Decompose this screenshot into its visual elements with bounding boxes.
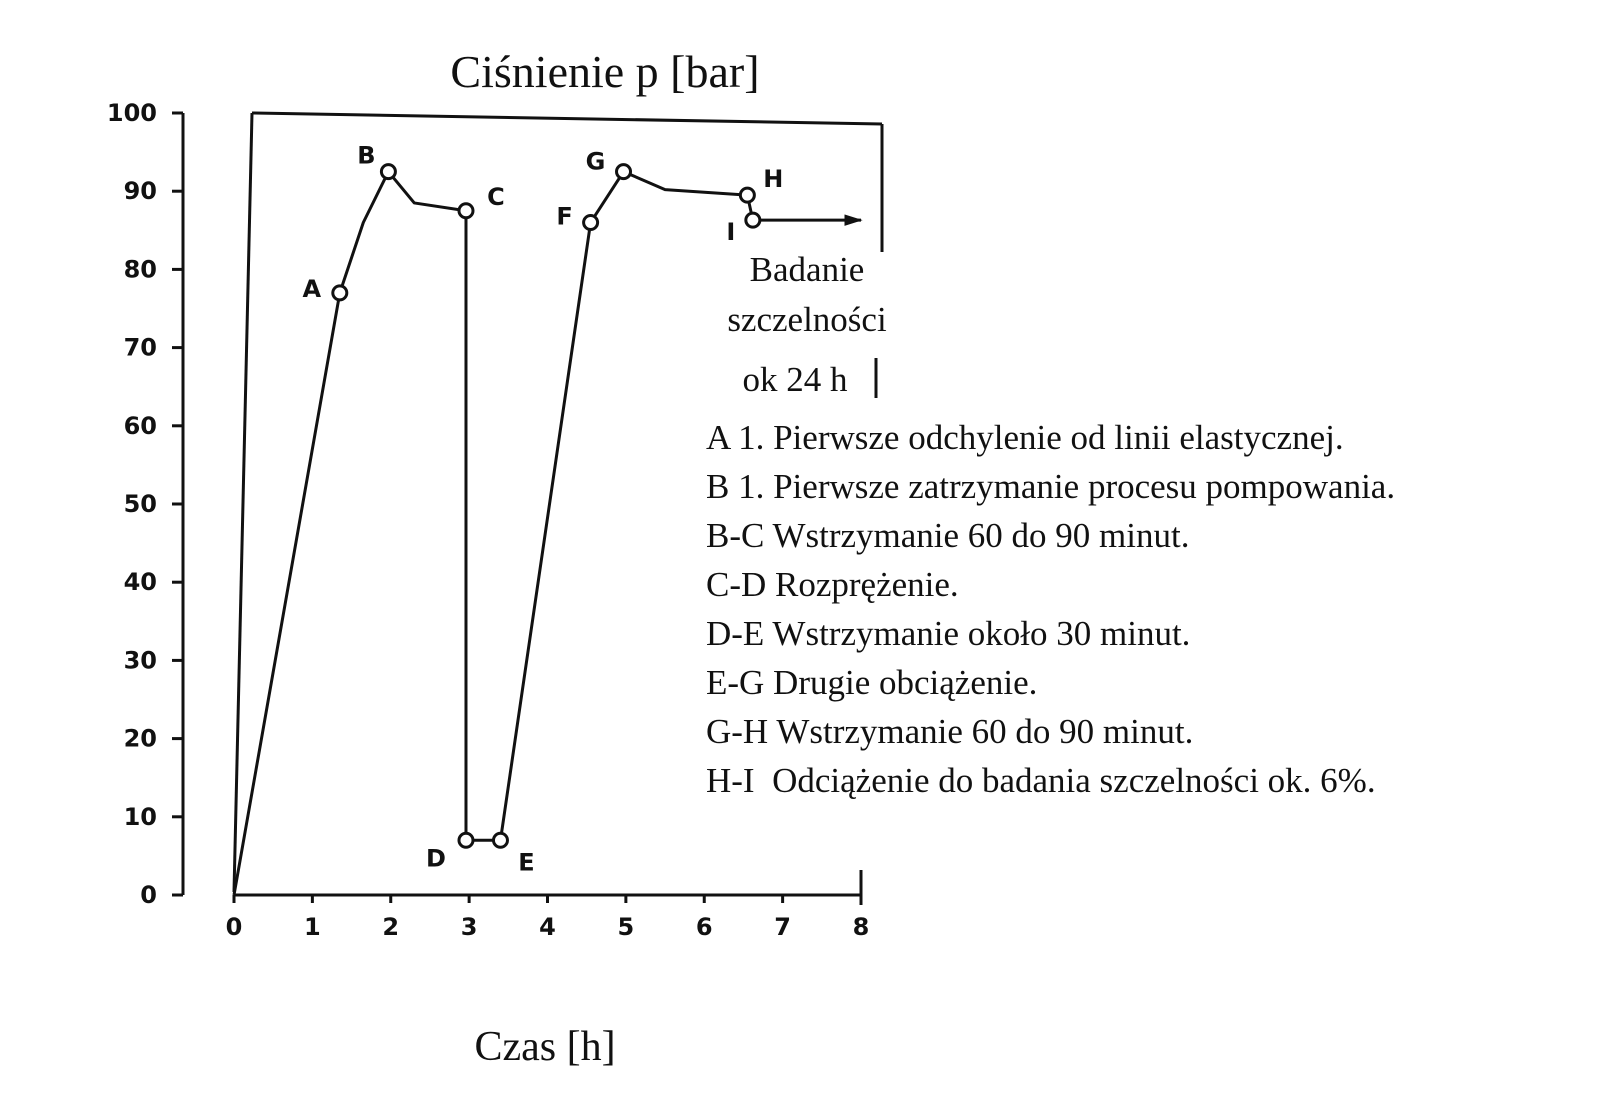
x-tick-label: 6 xyxy=(696,913,713,941)
leak-test-line-2: szczelności xyxy=(727,300,887,339)
series-layer xyxy=(232,170,863,896)
y-tick-label: 20 xyxy=(124,725,157,753)
x-tick-label: 5 xyxy=(618,913,635,941)
x-axis-label: Czas [h] xyxy=(474,1024,615,1070)
y-tick-label: 100 xyxy=(107,99,157,127)
y-tick-label: 60 xyxy=(124,412,157,440)
y-tick-label: 30 xyxy=(124,646,157,674)
data-point xyxy=(491,831,509,849)
data-point-label: I xyxy=(726,218,735,246)
leak-test-line-3: ok 24 h xyxy=(743,360,849,399)
data-point xyxy=(457,202,475,220)
y-ticks: 0 10 20 30 40 50 60 70 80 90 100 xyxy=(107,99,183,909)
legend-item: A 1. Pierwsze odchylenie od linii elasty… xyxy=(706,418,1344,457)
leak-test-line-1: Badanie xyxy=(750,250,865,289)
data-point-label: F xyxy=(556,202,572,230)
data-point-label: B xyxy=(357,142,375,170)
x-ticks: 0 1 2 3 4 5 6 7 8 xyxy=(226,895,870,941)
data-point-label: D xyxy=(426,844,446,872)
y-tick-label: 0 xyxy=(140,881,157,909)
legend-item: D-E Wstrzymanie około 30 minut. xyxy=(706,614,1191,653)
points-layer xyxy=(331,163,762,849)
x-tick-label: 0 xyxy=(226,913,243,941)
x-tick-label: 2 xyxy=(382,913,399,941)
data-point-label: C xyxy=(487,183,505,211)
data-point xyxy=(457,831,475,849)
data-point xyxy=(738,186,756,204)
data-point-label: H xyxy=(763,165,783,193)
y-tick-label: 70 xyxy=(124,334,157,362)
legend-item: E-G Drugie obciążenie. xyxy=(706,663,1038,702)
leak-test-annotation: Badanie szczelności ok 24 h xyxy=(727,250,887,399)
legend-item: C-D Rozprężenie. xyxy=(706,565,959,604)
y-tick-label: 90 xyxy=(124,177,157,205)
data-point xyxy=(615,163,633,181)
data-point-label: A xyxy=(303,275,322,303)
data-point xyxy=(582,213,600,231)
x-tick-label: 7 xyxy=(774,913,791,941)
x-tick-label: 8 xyxy=(853,913,870,941)
legend-item: B-C Wstrzymanie 60 do 90 minut. xyxy=(706,516,1190,555)
y-tick-label: 10 xyxy=(124,803,157,831)
x-tick-label: 3 xyxy=(461,913,478,941)
x-tick-label: 4 xyxy=(539,913,556,941)
point-labels: A B C D E FG HI xyxy=(303,142,784,877)
series-line xyxy=(232,170,861,896)
frame-left-line xyxy=(232,112,254,893)
legend-item: G-H Wstrzymanie 60 do 90 minut. xyxy=(706,712,1194,751)
data-point xyxy=(379,163,397,181)
legend: A 1. Pierwsze odchylenie od linii elasty… xyxy=(706,413,1395,805)
data-point-label: E xyxy=(518,848,534,876)
legend-item: B 1. Pierwsze zatrzymanie procesu pompow… xyxy=(706,467,1396,506)
y-tick-label: 40 xyxy=(124,568,157,596)
y-tick-label: 80 xyxy=(124,255,157,283)
data-point-label: G xyxy=(586,148,606,176)
y-tick-label: 50 xyxy=(124,490,157,518)
series-arrowhead xyxy=(844,214,863,226)
data-point xyxy=(331,284,349,302)
frame-top-line xyxy=(251,111,883,126)
data-point xyxy=(744,211,762,229)
legend-item: H-I Odciążenie do badania szczelności ok… xyxy=(706,761,1376,800)
x-tick-label: 1 xyxy=(304,913,321,941)
chart-title: Ciśnienie p [bar] xyxy=(450,46,759,97)
